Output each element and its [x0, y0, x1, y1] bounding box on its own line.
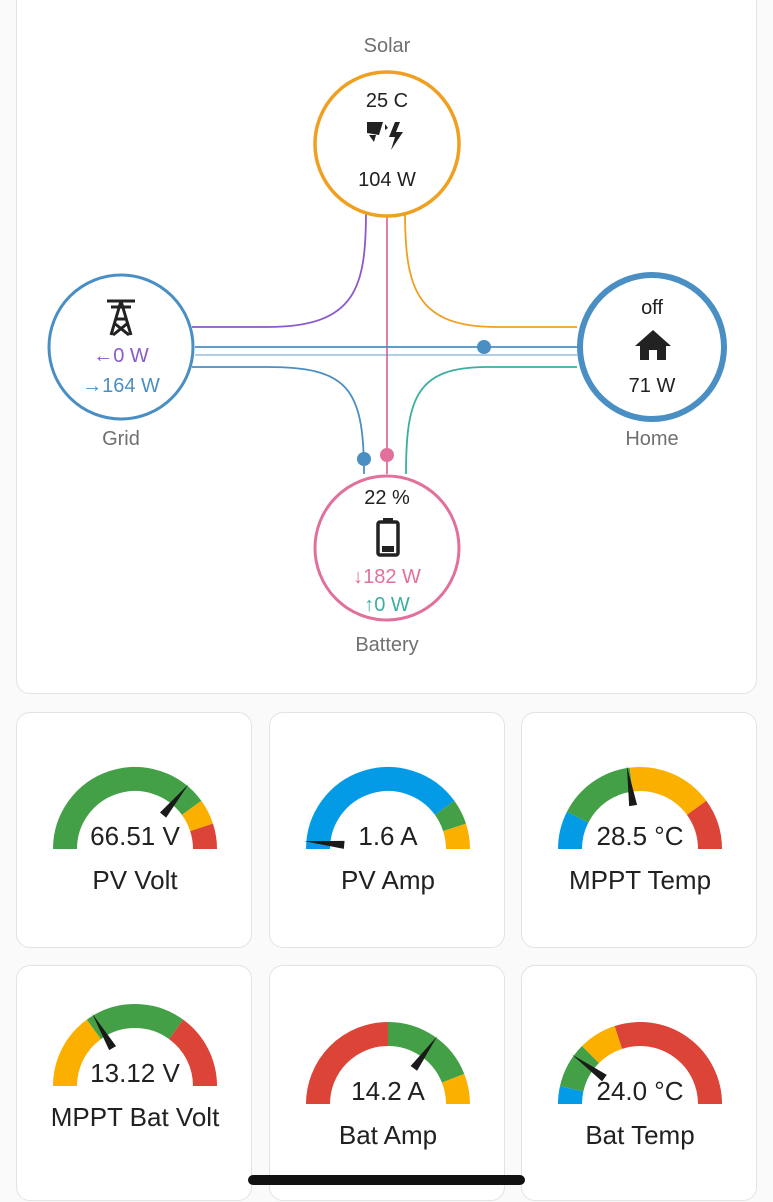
gauge-dial [306, 1022, 470, 1105]
battery-label: Battery [355, 634, 419, 656]
gauge-name: PV Amp [341, 865, 435, 895]
gauge-segment-1 [434, 800, 466, 832]
solar-temp: 25 C [365, 90, 409, 112]
gauge-needle [572, 1054, 607, 1082]
gauge-segment-3 [614, 1022, 722, 1105]
gauge-name: Bat Temp [585, 1120, 695, 1150]
gauge-needle [304, 840, 345, 849]
flow-line-solar-grid [192, 209, 367, 328]
home-indicator[interactable] [248, 1175, 525, 1185]
gauge-segment-1 [181, 800, 213, 832]
flow-line-battery-home [405, 366, 577, 475]
arrow-right-icon: → [82, 375, 103, 397]
battery-soc: 22 % [364, 487, 410, 509]
grid-node[interactable] [47, 273, 195, 421]
gauge-card-bat-amp[interactable]: 14.2 A Bat Amp [269, 965, 505, 1201]
gauge-segment-0 [53, 767, 202, 850]
gauge-value: 14.2 A [351, 1076, 425, 1106]
gauge-segment-0 [53, 1019, 102, 1087]
flow-dot-grid-home [477, 340, 491, 354]
gauge-segment-2 [629, 767, 707, 816]
solar-node[interactable] [313, 70, 461, 218]
gauge-needle [410, 1036, 438, 1071]
gauge-dial [304, 767, 470, 850]
flow-line-solar-home [404, 209, 577, 328]
transmission-tower-icon [105, 297, 137, 342]
arrow-down-icon: ↓ [353, 566, 364, 588]
flow-dot-solar-battery [380, 448, 394, 462]
arrow-left-icon: ← [93, 345, 114, 367]
gauge-segment-2 [443, 823, 470, 850]
home-power: 71 W [628, 375, 676, 397]
gauge-name: PV Volt [92, 865, 178, 895]
gauge-card-mppt-temp[interactable]: 28.5 °C MPPT Temp [521, 712, 757, 948]
battery-icon [375, 517, 401, 562]
gauge-segment-1 [559, 1046, 600, 1092]
gauge-needle [92, 1013, 117, 1051]
gauge-dial [53, 767, 217, 850]
gauge-card-bat-temp[interactable]: 24.0 °C Bat Temp [521, 965, 757, 1201]
gauge-card-mppt-bat-volt[interactable]: 13.12 V MPPT Bat Volt [16, 965, 252, 1201]
home-icon [634, 329, 672, 366]
gauge-segment-0 [558, 811, 589, 850]
battery-charge: ↓182 W [317, 566, 457, 589]
gauge-segment-1 [387, 1022, 465, 1084]
grid-export-value: 0 W [113, 345, 149, 367]
grid-import-value: 164 W [102, 375, 160, 397]
gauge-needle [159, 784, 189, 818]
energy-flow-card: Solar 25 C 104 W ←0 W →164 W Grid off 71… [16, 0, 757, 694]
gauge-card-pv-volt[interactable]: 66.51 V PV Volt [16, 712, 252, 948]
home-state: off [641, 297, 663, 319]
gauge-value: 1.6 A [358, 821, 418, 851]
gauge-segment-0 [306, 1022, 389, 1105]
flow-line-grid-battery [192, 366, 365, 475]
gauge-value: 28.5 °C [596, 821, 684, 851]
solar-power-icon [365, 118, 409, 157]
battery-discharge: ↑0 W [317, 594, 457, 617]
gauge-segment-2 [168, 1019, 217, 1087]
grid-export: ←0 W [51, 345, 191, 368]
gauge-value: 13.12 V [90, 1058, 180, 1088]
gauge-segment-1 [86, 1004, 184, 1040]
gauge-value: 66.51 V [90, 821, 180, 851]
solar-power: 104 W [358, 169, 416, 191]
grid-label: Grid [102, 428, 140, 450]
arrow-up-icon: ↑ [364, 594, 375, 616]
gauge-name: MPPT Temp [568, 865, 712, 895]
gauge-segment-2 [441, 1073, 470, 1105]
gauge-segment-3 [686, 800, 722, 850]
gauge-card-pv-amp[interactable]: 1.6 A PV Amp [269, 712, 505, 948]
gauge-dial [558, 1022, 722, 1105]
gauge-segment-2 [190, 823, 217, 850]
gauge-name: Bat Amp [338, 1120, 438, 1150]
gauge-name: MPPT Bat Volt [50, 1102, 220, 1132]
gauge-segment-0 [558, 1086, 584, 1105]
battery-discharge-value: 0 W [374, 594, 410, 616]
home-label: Home [625, 428, 679, 450]
solar-label: Solar [363, 35, 411, 57]
gauge-needle [626, 766, 638, 807]
gauge-segment-2 [582, 1026, 623, 1064]
gauge-segment-0 [306, 767, 455, 850]
flow-dot-grid-battery [357, 452, 371, 466]
gauge-segment-1 [566, 767, 634, 824]
gauge-value: 24.0 °C [596, 1076, 684, 1106]
gauge-dial [53, 1004, 217, 1087]
battery-charge-value: 182 W [363, 566, 421, 588]
gauge-dial [558, 766, 722, 850]
grid-import: →164 W [51, 375, 191, 398]
